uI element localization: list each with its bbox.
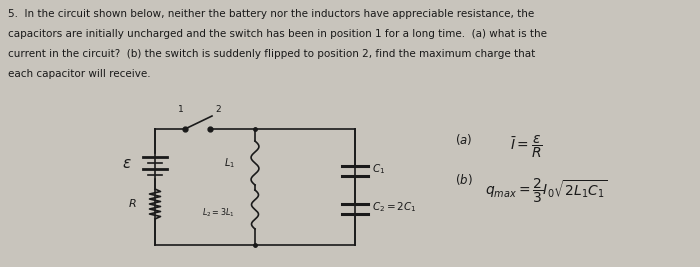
Text: $L_1$: $L_1$ <box>224 156 235 170</box>
Text: $\varepsilon$: $\varepsilon$ <box>122 155 132 171</box>
Text: 1: 1 <box>178 105 184 114</box>
Text: $L_2{=}3L_1$: $L_2{=}3L_1$ <box>202 206 235 219</box>
Text: $(a)$: $(a)$ <box>455 132 472 147</box>
Text: 2: 2 <box>215 105 220 114</box>
Text: $\bar{I} = \dfrac{\varepsilon}{R}$: $\bar{I} = \dfrac{\varepsilon}{R}$ <box>510 134 542 160</box>
Text: $(b)$: $(b)$ <box>455 172 472 187</box>
Text: each capacitor will receive.: each capacitor will receive. <box>8 69 150 79</box>
Text: R: R <box>129 199 137 209</box>
Text: $C_2{=}2C_1$: $C_2{=}2C_1$ <box>372 200 416 214</box>
Text: $C_1$: $C_1$ <box>372 162 385 176</box>
Text: current in the circuit?  (b) the switch is suddenly flipped to position 2, find : current in the circuit? (b) the switch i… <box>8 49 536 59</box>
Text: capacitors are initially uncharged and the switch has been in position 1 for a l: capacitors are initially uncharged and t… <box>8 29 547 39</box>
Text: 5.  In the circuit shown below, neither the battery nor the inductors have appre: 5. In the circuit shown below, neither t… <box>8 9 534 19</box>
Text: $q_{max} = \dfrac{2}{3}I_0\sqrt{2L_1C_1}$: $q_{max} = \dfrac{2}{3}I_0\sqrt{2L_1C_1}… <box>485 177 608 205</box>
